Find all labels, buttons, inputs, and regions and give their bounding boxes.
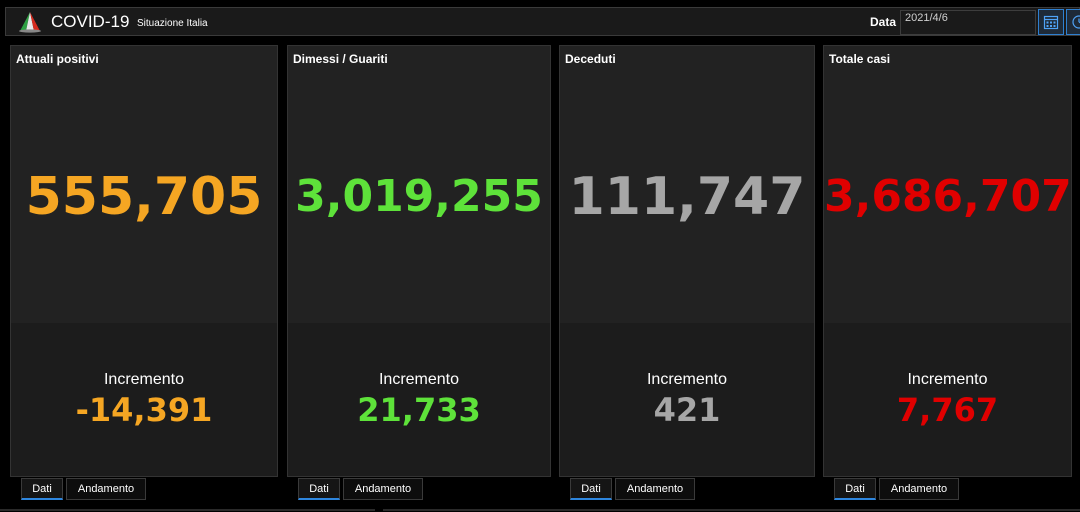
clock-icon <box>1072 15 1080 29</box>
card-value: 111,747 <box>568 167 806 227</box>
card-deceduti: Deceduti 111,747 Incremento 421 <box>559 45 815 477</box>
tab-dati[interactable]: Dati <box>298 478 340 500</box>
tab-dati[interactable]: Dati <box>570 478 612 500</box>
increment-label: Incremento <box>646 371 728 388</box>
date-input[interactable] <box>900 10 1036 35</box>
card-title: Totale casi <box>829 52 891 66</box>
card-tabs-dimessi-guariti: Dati Andamento <box>298 478 423 500</box>
tab-andamento[interactable]: Andamento <box>66 478 146 500</box>
tab-dati[interactable]: Dati <box>834 478 876 500</box>
card-totale-casi: Totale casi 3,686,707 Incremento 7,767 <box>823 45 1072 477</box>
card-tabs-deceduti: Dati Andamento <box>570 478 695 500</box>
card-dimessi-guariti: Dimessi / Guariti 3,019,255 Incremento 2… <box>287 45 551 477</box>
app-title: COVID-19 <box>51 12 130 31</box>
app-subtitle: Situazione Italia <box>137 18 208 29</box>
increment-value: 421 <box>653 391 721 429</box>
increment-label: Incremento <box>907 371 988 388</box>
card-title: Attuali positivi <box>16 52 99 66</box>
increment-value: 7,767 <box>896 391 999 429</box>
tab-andamento[interactable]: Andamento <box>615 478 695 500</box>
tab-andamento[interactable]: Andamento <box>343 478 423 500</box>
bottom-divider-right <box>383 509 1080 511</box>
date-label: Data <box>870 15 897 29</box>
card-title: Deceduti <box>565 52 616 66</box>
increment-value: 21,733 <box>357 391 481 429</box>
card-top-panel <box>11 46 277 323</box>
increment-label: Incremento <box>103 371 185 388</box>
card-attuali-positivi: Attuali positivi 555,705 Incremento -14,… <box>10 45 278 477</box>
tab-andamento[interactable]: Andamento <box>879 478 959 500</box>
tab-dati[interactable]: Dati <box>21 478 63 500</box>
calendar-button[interactable] <box>1038 9 1064 35</box>
card-top-panel <box>560 46 814 323</box>
card-value: 3,019,255 <box>295 171 543 222</box>
calendar-icon <box>1043 15 1059 30</box>
time-button[interactable] <box>1066 9 1080 35</box>
card-tabs-totale-casi: Dati Andamento <box>834 478 959 500</box>
increment-value: -14,391 <box>75 391 213 429</box>
app-header: COVID-19 Situazione Italia Data <box>5 7 1080 36</box>
increment-label: Incremento <box>378 371 460 388</box>
card-top-panel <box>824 46 1071 323</box>
italy-logo-icon <box>19 12 41 33</box>
bottom-divider-left <box>0 509 375 511</box>
card-tabs-attuali-positivi: Dati Andamento <box>21 478 146 500</box>
card-value: 3,686,707 <box>824 171 1072 222</box>
card-top-panel <box>288 46 550 323</box>
card-value: 555,705 <box>25 167 263 227</box>
card-title: Dimessi / Guariti <box>293 52 388 66</box>
